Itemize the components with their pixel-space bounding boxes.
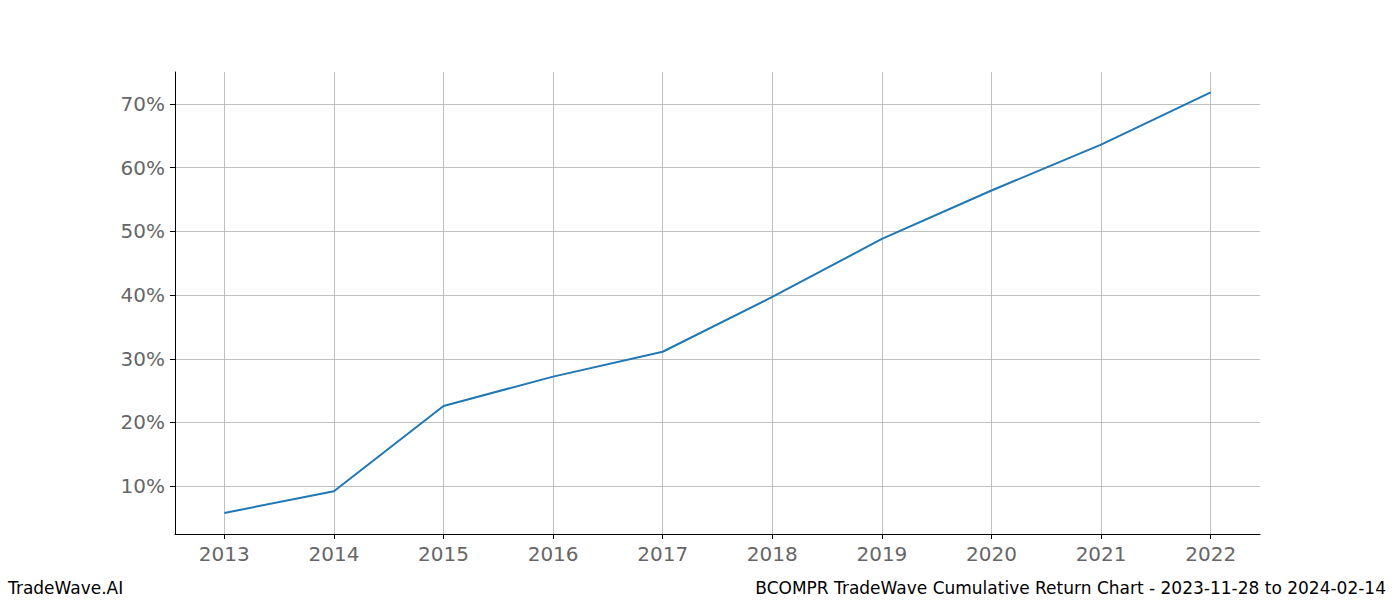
svg-text:2014: 2014	[308, 542, 359, 566]
svg-text:10%: 10%	[121, 474, 165, 498]
svg-text:50%: 50%	[121, 219, 165, 243]
svg-text:2015: 2015	[418, 542, 469, 566]
svg-text:2021: 2021	[1076, 542, 1127, 566]
svg-text:2016: 2016	[528, 542, 579, 566]
svg-text:BCOMPR TradeWave Cumulative Re: BCOMPR TradeWave Cumulative Return Chart…	[755, 578, 1386, 598]
svg-text:2018: 2018	[747, 542, 798, 566]
svg-text:2022: 2022	[1185, 542, 1236, 566]
svg-text:2020: 2020	[966, 542, 1017, 566]
svg-text:2013: 2013	[199, 542, 250, 566]
svg-text:20%: 20%	[121, 410, 165, 434]
svg-text:60%: 60%	[121, 156, 165, 180]
svg-text:70%: 70%	[121, 92, 165, 116]
svg-text:30%: 30%	[121, 347, 165, 371]
svg-text:2017: 2017	[637, 542, 688, 566]
svg-text:TradeWave.AI: TradeWave.AI	[7, 578, 123, 598]
svg-text:2019: 2019	[856, 542, 907, 566]
svg-text:40%: 40%	[121, 283, 165, 307]
